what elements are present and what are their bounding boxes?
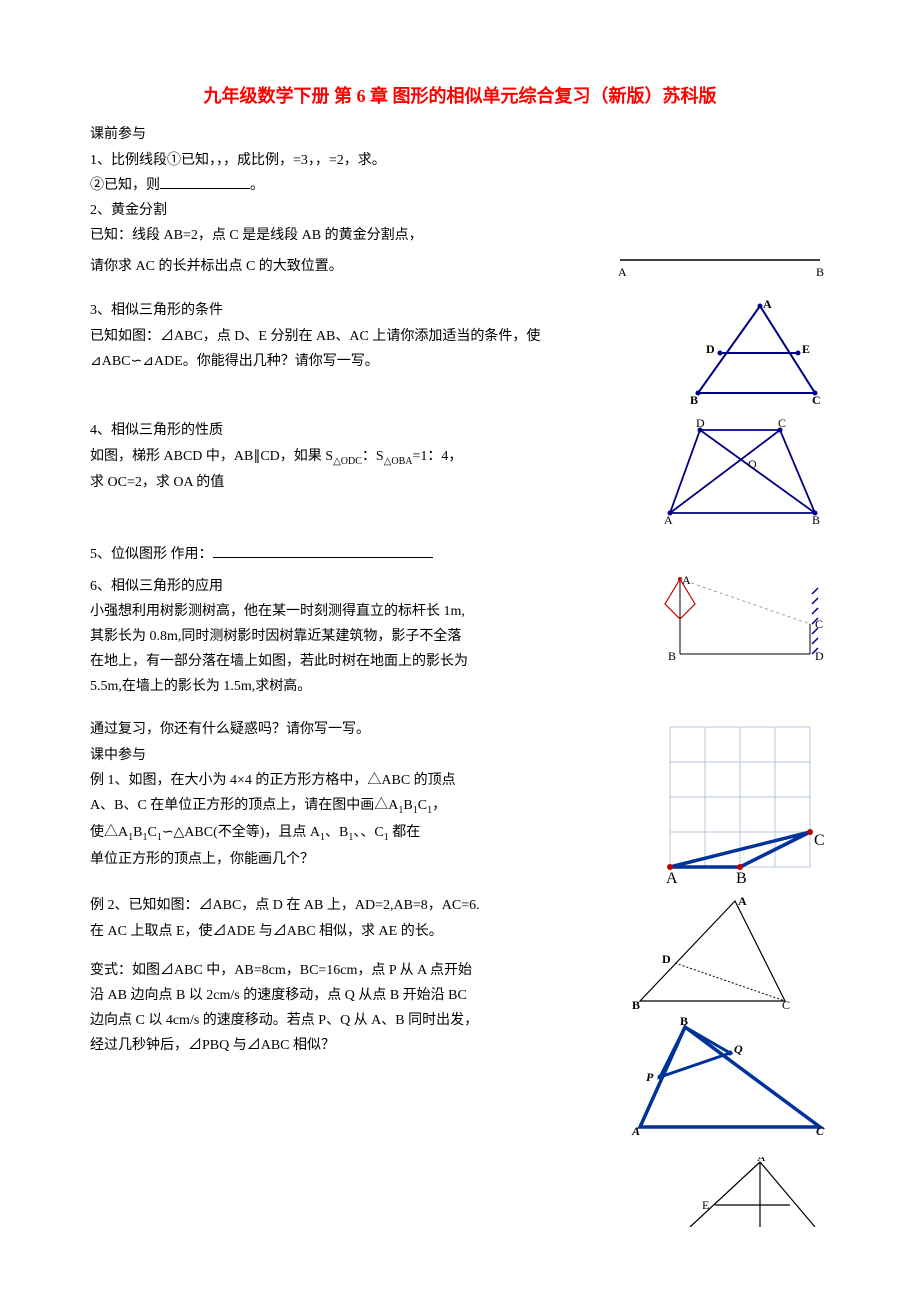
fig6-c: C [815,617,823,631]
var-a: A [631,1124,640,1137]
ex1c-mid: ∽△ABC(不全等)，且点 A [162,825,320,840]
q1b-text: ②已知，则 [90,178,160,193]
ex2-row: 例 2、已知如图：⊿ABC，点 D 在 AB 上，AD=2,AB=8，AC=6.… [90,893,830,1137]
q6-row: 6、相似三角形的应用 小强想利用树影测树高，他在某一时刻测得直立的标杆长 1m,… [90,574,830,700]
var-q: Q [734,1042,743,1056]
var-line-b: 沿 AB 边向点 B 以 2cm/s 的速度移动，点 Q 从点 B 开始沿 BC [90,983,620,1008]
reflect-line: 通过复习，你还有什么疑惑吗？请你写一写。 [90,717,650,742]
q1b-tail: 。 [250,178,264,193]
q2-row: 请你求 AC 的长并标出点 C 的大致位置。 A B [90,254,830,280]
ex2-a: A [738,894,747,908]
ex1-line-a: 例 1、如图，在大小为 4×4 的正方形方格中，△ABC 的顶点 [90,768,650,793]
fig3-e: E [802,342,810,356]
q6-line-d: 5.5m,在墙上的影长为 1.5m,求树高。 [90,674,650,699]
var-line-c: 边向点 C 以 4cm/s 的速度移动。若点 P、Q 从 A、B 同时出发， [90,1008,620,1033]
var-line-a: 变式：如图⊿ABC 中，AB=8cm，BC=16cm，点 P 从 A 点开始 [90,958,620,983]
q5-line: 5、位似图形 作用： [90,542,830,567]
q6-line-b: 其影长为 0.8m,同时测树影时因树靠近某建筑物，影子不全落 [90,624,650,649]
q5-text: 5、位似图形 作用： [90,547,213,562]
inclass-row: 通过复习，你还有什么疑惑吗？请你写一写。 课中参与 例 1、如图，在大小为 4×… [90,717,830,887]
fig6-b: B [668,649,676,663]
ex1b-m2: C [418,798,427,813]
q6-line-c: 在地上，有一部分落在墙上如图，若此时树在地面上的影长为 [90,649,650,674]
fig4-a: A [664,513,673,527]
ex1c-m3: 、B [325,825,348,840]
fig3-c: C [812,393,821,407]
last-a: A [757,1157,766,1164]
ex2-line-b: 在 AC 上取点 E，使⊿ADE 与⊿ABC 相似，求 AE 的长。 [90,919,620,944]
ex1c-m2: C [147,825,156,840]
q2-line-a: 已知：线段 AB=2，点 C 是是线段 AB 的黄金分割点， [90,223,830,248]
page-title: 九年级数学下册 第 6 章 图形的相似单元综合复习（新版）苏科版 [90,80,830,112]
q2-heading: 2、黄金分割 [90,198,830,223]
fig3-b: B [690,393,698,407]
preclass-heading: 课前参与 [90,122,830,147]
q3-line-a: 已知如图：⊿ABC，点 D、E 分别在 AB、AC 上请你添加适当的条件，使 [90,324,670,349]
q4a-m: ：S [362,449,384,464]
q5-blank [213,543,433,558]
ex1b-t: A、B、C 在单位正方形的顶点上，请在图中画△A [90,798,398,813]
grid-a: A [666,870,678,887]
fig-last-partial: A E [90,1157,830,1227]
q4-row: 4、相似三角形的性质 如图，梯形 ABCD 中，AB∥CD，如果 S△ODC：S… [90,418,830,528]
fig3-a: A [763,298,772,311]
q6-heading: 6、相似三角形的应用 [90,574,650,599]
fig4-o: O [748,457,757,471]
q4a-t: 如图，梯形 ABCD 中，AB∥CD，如果 S [90,449,333,464]
q4a-s2: △OBA [384,455,413,466]
fig6-a: A [682,574,691,587]
var-c: C [816,1124,825,1137]
q3-heading: 3、相似三角形的条件 [90,298,670,323]
q4-heading: 4、相似三角形的性质 [90,418,650,443]
inclass-heading: 课中参与 [90,743,650,768]
q4-line-b: 求 OC=2，求 OA 的值 [90,470,650,495]
q3-line-b: ⊿ABC∽⊿ADE。你能得出几种？请你写一写。 [90,349,670,374]
q4a-tl: =1：4， [413,449,463,464]
ex1c-m4: 、、C [353,825,383,840]
fig4-c: C [778,418,786,430]
var-line-d: 经过几秒钟后，⊿PBQ 与⊿ABC 相似？ [90,1033,620,1058]
grid-c: C [814,832,825,849]
q2-line-b: 请你求 AC 的长并标出点 C 的大致位置。 [90,254,600,279]
q1-blank [160,174,250,189]
segment-label-a: A [618,265,627,279]
segment-label-b: B [816,265,824,279]
fig4-b: B [812,513,820,527]
ex1-line-b: A、B、C 在单位正方形的顶点上，请在图中画△A1B1C1， [90,793,650,820]
q1-line-b: ②已知，则 。 [90,173,830,198]
fig-ex2-triangle: A B C D [630,893,830,1013]
fig6-d: D [815,649,824,663]
ex1-line-c: 使△A1B1C1∽△ABC(不全等)，且点 A1、B1、、C1 都在 [90,820,650,847]
fig-var-pbq: B A C P Q [630,1017,830,1137]
ex2-b: B [632,998,640,1012]
segment-ab-figure: A B [610,254,830,280]
fig3-d: D [706,342,715,356]
var-b-top: B [680,1017,688,1028]
q6-line-a: 小强想利用树影测树高，他在某一时刻测得直立的标杆长 1m, [90,599,650,624]
grid-b: B [736,870,747,887]
last-e: E [702,1198,709,1212]
ex1c-tl: 都在 [389,825,421,840]
q4-line-a: 如图，梯形 ABCD 中，AB∥CD，如果 S△ODC：S△OBA=1：4， [90,444,650,471]
q1-line-a: 1、比例线段①已知，，，成比例，=3，，=2，求。 [90,148,830,173]
ex1-line-d: 单位正方形的顶点上，你能画几个？ [90,847,650,872]
ex1c-t: 使△A [90,825,128,840]
ex2-line-a: 例 2、已知如图：⊿ABC，点 D 在 AB 上，AD=2,AB=8，AC=6. [90,893,620,918]
q3-row: 3、相似三角形的条件 已知如图：⊿ABC，点 D、E 分别在 AB、AC 上请你… [90,298,830,408]
ex1b-tl: ， [432,798,446,813]
fig4-d: D [696,418,705,430]
var-p: P [646,1070,654,1084]
fig-grid-4x4: A B C [660,717,830,887]
ex2-c: C [782,998,790,1012]
fig6-tree-shadow: A B C D [660,574,830,674]
fig3-triangle-de: A B C D E [680,298,830,408]
ex2-d: D [662,952,671,966]
q4a-s1: △ODC [333,455,362,466]
ex1b-m1: B [403,798,412,813]
fig4-trapezoid: D C A B O [660,418,830,528]
